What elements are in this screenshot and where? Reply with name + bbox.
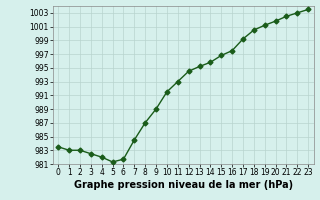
X-axis label: Graphe pression niveau de la mer (hPa): Graphe pression niveau de la mer (hPa) xyxy=(74,180,293,190)
